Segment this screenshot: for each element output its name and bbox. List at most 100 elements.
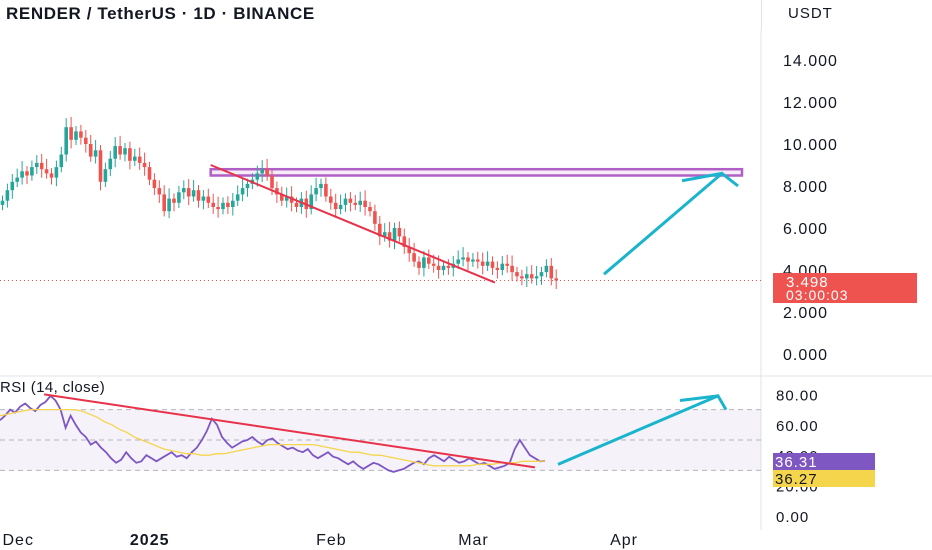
price-axis-tick: 8.000 [783, 179, 828, 196]
candle-body [544, 265, 549, 273]
rsi-series-line [0, 408, 546, 467]
candle-body [329, 196, 333, 203]
candle-body [98, 150, 103, 182]
candle-body [137, 156, 142, 163]
candle-body [471, 259, 475, 262]
candle [20, 161, 24, 185]
candle-body [309, 194, 313, 210]
candle [39, 153, 44, 178]
candle-body [284, 196, 289, 201]
rsi-value: 36.31 [775, 454, 818, 471]
candle [49, 168, 54, 185]
countdown-value: 03:00:03 [786, 287, 849, 303]
candle-body [392, 228, 397, 241]
candle-body [157, 188, 162, 195]
candle [280, 186, 284, 206]
candle [137, 147, 142, 170]
candle-body [387, 232, 392, 241]
time-axis-tick: Feb [316, 532, 347, 549]
rsi-axis-tick: 80.00 [776, 387, 819, 404]
candle-body [500, 263, 505, 270]
candle [35, 155, 39, 175]
currency-label[interactable]: USDT [788, 5, 833, 22]
candle-body [343, 198, 348, 205]
candle [93, 140, 98, 164]
candle [387, 221, 392, 248]
candle [255, 165, 260, 187]
last-price-badge-bg [773, 273, 917, 303]
candle [152, 173, 157, 196]
candle [338, 194, 343, 215]
candle [172, 193, 176, 212]
candle [84, 129, 88, 153]
candle [147, 161, 152, 185]
candle-body [549, 265, 554, 279]
candle [324, 177, 328, 202]
candle [123, 142, 127, 162]
rsi-trendline [43, 393, 536, 469]
candle-body [294, 202, 299, 207]
candle [554, 269, 558, 290]
candle-body [0, 200, 5, 205]
candle [466, 252, 470, 271]
candle [397, 221, 402, 242]
candle-body [10, 181, 15, 191]
price-axis-tick: 2.000 [783, 305, 828, 322]
candle-body [314, 188, 318, 195]
candle [25, 166, 29, 185]
candle-body [270, 175, 274, 189]
candle-body [520, 276, 524, 279]
candle-body [133, 156, 137, 161]
candle-body [128, 148, 132, 161]
candle [5, 183, 10, 208]
candle [157, 180, 162, 204]
candle [103, 162, 108, 188]
candle-body [515, 272, 519, 277]
candle [69, 116, 73, 149]
candle [265, 158, 269, 181]
candle [260, 160, 264, 183]
candle [417, 256, 421, 275]
candle [456, 250, 460, 269]
candle [177, 185, 181, 209]
price-scale-divider [761, 0, 762, 30]
candle-body [182, 188, 186, 193]
candle-body [490, 261, 495, 268]
candle-body [539, 272, 544, 277]
candle-body [221, 202, 225, 210]
candle-body [162, 194, 166, 212]
projection-arrow [603, 171, 739, 276]
candle [392, 222, 397, 250]
candle-body [338, 204, 343, 210]
candle-body [39, 162, 44, 170]
candle-body [476, 259, 480, 262]
candle-body [510, 265, 514, 273]
candle [422, 250, 426, 277]
candle-body [265, 169, 269, 176]
candle-body [93, 150, 98, 157]
candle-body [211, 202, 215, 207]
candle-body [118, 146, 122, 155]
candle [427, 249, 431, 269]
candle [529, 265, 534, 284]
candle [490, 256, 495, 275]
candle [402, 228, 407, 254]
candle [461, 247, 465, 267]
candle [446, 259, 451, 275]
candle-body [88, 144, 93, 157]
rsi-ma-value: 36.27 [775, 471, 818, 488]
candle-body [495, 267, 500, 270]
candle-body [363, 200, 367, 207]
candle [162, 185, 166, 217]
candle-body [216, 207, 220, 210]
candle-body [378, 223, 382, 237]
candle [231, 192, 235, 216]
candle [407, 237, 411, 262]
candle [373, 204, 377, 231]
candle [226, 196, 230, 214]
rsi-axis-tick: 60.00 [776, 418, 819, 435]
candle-body [402, 236, 407, 247]
candle-body [186, 188, 191, 197]
candle-body [5, 190, 10, 201]
